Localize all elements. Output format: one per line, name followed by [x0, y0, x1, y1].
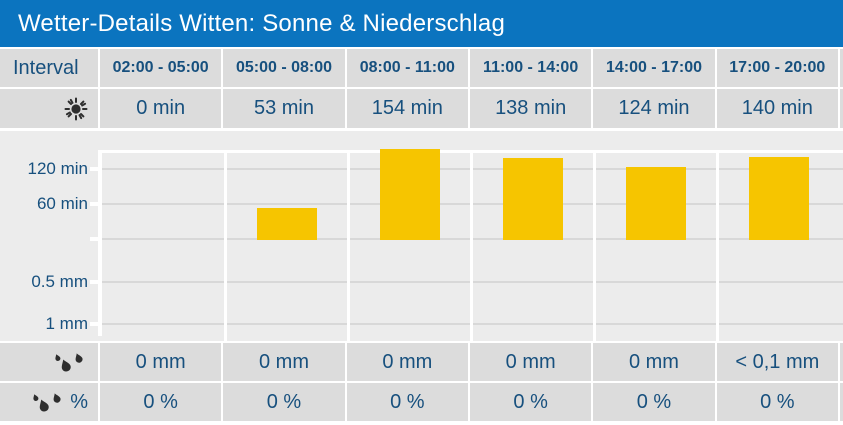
sunshine-bar [256, 208, 317, 240]
interval-cell: 14:00 - 17:00 [593, 49, 717, 87]
chart-gridline [102, 168, 843, 170]
chart-column-separator [715, 150, 719, 341]
sunshine-bar [379, 149, 440, 240]
y-axis-tick-label: 1 mm [45, 314, 89, 333]
chart-axis-tick [90, 322, 102, 326]
sunshine-value-cell: 124 min [593, 89, 717, 128]
sun-icon [64, 97, 88, 121]
percent-label: % [70, 390, 88, 413]
precipitation-value-cell: 0 mm [469, 343, 594, 381]
widget-title: Wetter-Details Witten: Sonne & Niedersch… [18, 9, 506, 37]
chart-column-separator [223, 150, 227, 341]
sunshine-value-cell: 138 min [469, 89, 594, 128]
chart-plot-top-border [102, 150, 843, 153]
title-bar: Wetter-Details Witten: Sonne & Niedersch… [0, 0, 843, 47]
interval-cell: 05:00 - 08:00 [223, 49, 347, 87]
precipitation-row-label [0, 343, 100, 381]
chart-gridline [102, 280, 843, 283]
chart-gridline [102, 238, 843, 240]
interval-cell: 11:00 - 14:00 [469, 49, 594, 87]
precipitation-row: 0 mm 0 mm 0 mm 0 mm 0 mm < 0,1 mm [0, 343, 843, 381]
sunshine-bar [625, 167, 686, 240]
sunshine-row: 0 min 53 min 154 min 138 min 124 min 140 min [0, 89, 843, 128]
precipitation-probability-cell: 0 % [593, 383, 717, 421]
chart-y-axis [98, 150, 102, 336]
interval-cell: 17:00 - 20:00 [716, 49, 840, 87]
y-axis-tick-label: 120 min [27, 159, 88, 178]
y-axis-tick-label: 0.5 mm [31, 271, 88, 291]
precipitation-probability-row: % 0 % 0 % 0 % 0 % 0 % 0 % [0, 383, 843, 421]
sunshine-value-cell: 0 min [100, 89, 224, 128]
chart-axis-tick [90, 237, 102, 241]
interval-cell: 08:00 - 11:00 [346, 49, 470, 87]
sunshine-bar [502, 158, 563, 240]
row-edge [839, 383, 843, 421]
sunshine-row-label [0, 89, 100, 128]
chart-gridline [102, 323, 843, 325]
sunshine-value-cell: 140 min [716, 89, 840, 128]
sun-precipitation-chart: 120 min 60 min 0.5 mm 1 mm [0, 131, 843, 341]
row-edge [839, 343, 843, 381]
precipitation-probability-cell: 0 % [346, 383, 470, 421]
sunshine-value-cell: 53 min [223, 89, 347, 128]
precipitation-value-cell: 0 mm [100, 343, 224, 381]
raindrops-icon [52, 351, 88, 373]
precipitation-value-cell: 0 mm [346, 343, 470, 381]
sunshine-bar [748, 157, 809, 240]
precipitation-value-cell: 0 mm [223, 343, 347, 381]
precipitation-probability-cell: 0 % [469, 383, 594, 421]
chart-axis-tick [90, 202, 102, 206]
chart-column-separator [346, 150, 350, 341]
chart-column-separator [592, 150, 596, 341]
row-edge [839, 49, 843, 87]
raindrops-icon [30, 391, 66, 413]
y-axis-tick-label: 60 min [36, 194, 88, 213]
precipitation-value-cell: < 0,1 mm [716, 343, 840, 381]
precipitation-probability-cell: 0 % [223, 383, 347, 421]
row-edge [839, 89, 843, 128]
precipitation-value-cell: 0 mm [593, 343, 717, 381]
interval-label: Interval [0, 49, 100, 87]
precipitation-probability-cell: 0 % [100, 383, 224, 421]
interval-row: Interval 02:00 - 05:00 05:00 - 08:00 08:00… [0, 49, 843, 87]
chart-axis-tick [90, 167, 102, 171]
chart-gridline [102, 203, 843, 205]
chart-column-separator [469, 150, 473, 341]
precipitation-probability-cell: 0 % [716, 383, 840, 421]
interval-cell: 02:00 - 05:00 [100, 49, 224, 87]
chart-axis-tick [90, 279, 102, 284]
sunshine-value-cell: 154 min [346, 89, 470, 128]
precipitation-probability-row-label: % [0, 383, 100, 421]
